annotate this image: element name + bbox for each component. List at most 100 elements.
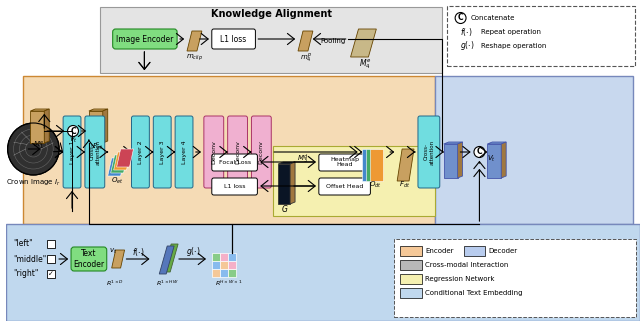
- Polygon shape: [458, 142, 463, 178]
- FancyBboxPatch shape: [273, 146, 435, 216]
- Polygon shape: [108, 158, 125, 176]
- FancyBboxPatch shape: [220, 253, 228, 261]
- Text: Concatenate: Concatenate: [470, 15, 515, 21]
- Text: "left": "left": [13, 239, 33, 248]
- Text: $G$: $G$: [282, 204, 289, 214]
- Polygon shape: [187, 31, 202, 51]
- FancyBboxPatch shape: [400, 260, 422, 270]
- Text: $R^{1\times D}$: $R^{1\times D}$: [106, 278, 124, 288]
- Text: $F_{dt}$: $F_{dt}$: [399, 180, 411, 190]
- Polygon shape: [371, 149, 383, 181]
- Text: C: C: [477, 148, 482, 157]
- Text: Text
Encoder: Text Encoder: [74, 249, 104, 269]
- FancyBboxPatch shape: [63, 116, 81, 188]
- FancyBboxPatch shape: [212, 269, 220, 277]
- FancyBboxPatch shape: [154, 116, 171, 188]
- FancyBboxPatch shape: [85, 116, 105, 188]
- FancyBboxPatch shape: [204, 116, 224, 188]
- Polygon shape: [290, 162, 295, 204]
- Text: $R^{1\times HW}$: $R^{1\times HW}$: [156, 278, 179, 288]
- Polygon shape: [278, 164, 290, 204]
- FancyBboxPatch shape: [463, 246, 485, 256]
- FancyBboxPatch shape: [319, 154, 371, 171]
- FancyBboxPatch shape: [228, 116, 248, 188]
- Text: Cross-modal Interaction: Cross-modal Interaction: [425, 262, 508, 268]
- Polygon shape: [501, 142, 506, 178]
- FancyBboxPatch shape: [447, 6, 635, 66]
- FancyBboxPatch shape: [400, 274, 422, 284]
- Text: Cross-
attention: Cross- attention: [90, 139, 100, 165]
- FancyBboxPatch shape: [400, 288, 422, 298]
- FancyBboxPatch shape: [418, 116, 440, 188]
- Polygon shape: [444, 144, 458, 178]
- FancyBboxPatch shape: [252, 116, 271, 188]
- Text: Cross-
attention: Cross- attention: [424, 139, 435, 165]
- Polygon shape: [31, 109, 49, 111]
- FancyBboxPatch shape: [175, 116, 193, 188]
- Polygon shape: [111, 155, 127, 173]
- Text: "right": "right": [13, 270, 39, 279]
- FancyBboxPatch shape: [113, 29, 177, 49]
- Text: Crown Image $I_r$: Crown Image $I_r$: [6, 178, 61, 188]
- FancyBboxPatch shape: [47, 240, 55, 248]
- Polygon shape: [116, 149, 134, 167]
- Polygon shape: [159, 246, 174, 274]
- Polygon shape: [298, 31, 313, 51]
- Text: Deconv: Deconv: [259, 140, 264, 164]
- Text: L1 loss: L1 loss: [220, 34, 247, 44]
- Polygon shape: [114, 152, 131, 170]
- Text: $O_{dt}$: $O_{dt}$: [369, 180, 381, 190]
- Text: $F_{et}$: $F_{et}$: [92, 142, 103, 152]
- Polygon shape: [44, 109, 49, 143]
- Text: $V_t$: $V_t$: [487, 154, 496, 164]
- Polygon shape: [31, 111, 44, 143]
- FancyBboxPatch shape: [435, 76, 633, 224]
- Polygon shape: [487, 142, 506, 144]
- Polygon shape: [278, 162, 295, 164]
- Text: Offset Head: Offset Head: [326, 184, 364, 188]
- FancyBboxPatch shape: [228, 253, 236, 261]
- Text: Deconv: Deconv: [235, 140, 240, 164]
- Circle shape: [455, 13, 466, 23]
- Polygon shape: [89, 111, 103, 143]
- FancyBboxPatch shape: [47, 255, 55, 263]
- FancyBboxPatch shape: [212, 261, 220, 269]
- FancyBboxPatch shape: [394, 239, 636, 317]
- FancyBboxPatch shape: [131, 116, 149, 188]
- Text: $g(\cdot)$: $g(\cdot)$: [186, 246, 200, 258]
- Text: $g(\cdot)$: $g(\cdot)$: [460, 39, 474, 53]
- FancyBboxPatch shape: [71, 247, 107, 271]
- Text: $R^{H\times W\times 1}$: $R^{H\times W\times 1}$: [215, 278, 243, 288]
- Polygon shape: [444, 142, 463, 144]
- Text: Decoder: Decoder: [488, 248, 518, 254]
- Text: Focal Loss: Focal Loss: [218, 160, 251, 164]
- FancyBboxPatch shape: [220, 261, 228, 269]
- Polygon shape: [362, 149, 375, 181]
- Circle shape: [8, 123, 59, 175]
- Text: L1 loss: L1 loss: [224, 184, 245, 188]
- Circle shape: [68, 126, 79, 136]
- Text: Layer 3: Layer 3: [160, 140, 164, 164]
- Text: Regression Network: Regression Network: [425, 276, 495, 282]
- Polygon shape: [367, 149, 380, 181]
- Text: Deconv: Deconv: [211, 140, 216, 164]
- Text: $M_1^e$: $M_1^e$: [33, 140, 44, 152]
- Polygon shape: [397, 149, 414, 181]
- Polygon shape: [351, 29, 376, 57]
- FancyBboxPatch shape: [212, 154, 257, 171]
- FancyBboxPatch shape: [212, 178, 257, 195]
- Text: ✓: ✓: [48, 271, 54, 277]
- FancyBboxPatch shape: [212, 29, 255, 49]
- FancyBboxPatch shape: [220, 269, 228, 277]
- Text: Layer 4: Layer 4: [182, 140, 186, 164]
- Text: C: C: [70, 126, 76, 135]
- FancyBboxPatch shape: [319, 178, 371, 195]
- Text: $f(\cdot)$: $f(\cdot)$: [132, 246, 145, 258]
- Text: Knowledge Alignment: Knowledge Alignment: [211, 9, 332, 19]
- Text: Reshape operation: Reshape operation: [481, 43, 547, 49]
- Text: Heatmap
Head: Heatmap Head: [330, 157, 359, 167]
- FancyBboxPatch shape: [6, 224, 640, 321]
- FancyBboxPatch shape: [100, 7, 442, 73]
- Text: Layer 1: Layer 1: [70, 140, 74, 164]
- Text: C: C: [458, 13, 463, 22]
